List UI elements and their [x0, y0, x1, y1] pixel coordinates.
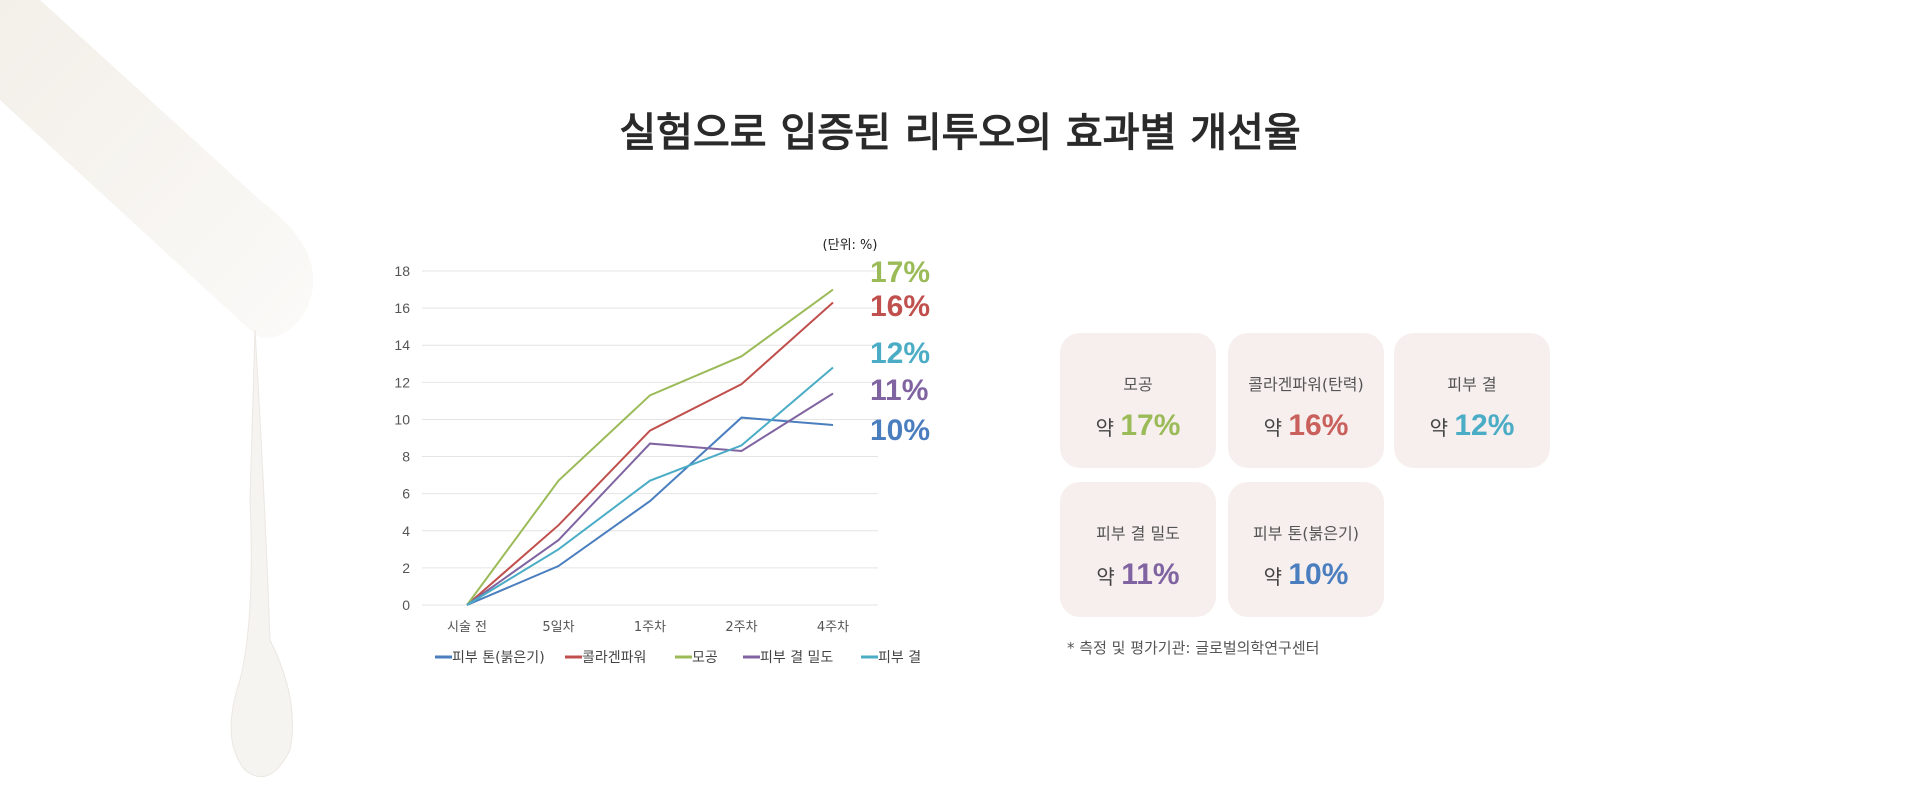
- stat-card-value-line: 약 17%: [1060, 409, 1216, 443]
- stat-card-value: 12%: [1454, 409, 1515, 442]
- x-tick-label: 5일차: [542, 620, 574, 635]
- stat-card-prefix: 약: [1095, 416, 1114, 440]
- legend-label: 피부 결: [878, 650, 921, 666]
- stat-card-label: 피부 결: [1447, 375, 1497, 394]
- unit-label: (단위: %): [823, 238, 878, 253]
- stat-card-label: 피부 톤(붉은기): [1253, 524, 1359, 543]
- end-value-label: 10%: [870, 414, 930, 447]
- stat-card-label: 피부 결 밀도: [1096, 524, 1180, 543]
- x-tick-label: 4주차: [817, 620, 849, 635]
- stat-card-prefix: 약: [1263, 565, 1282, 589]
- stat-card-value: 16%: [1288, 409, 1349, 442]
- stat-card-value: 11%: [1121, 558, 1180, 591]
- end-value-label: 11%: [870, 374, 928, 407]
- stat-card: 피부 톤(붉은기) 약 10%: [1228, 482, 1384, 617]
- series-line: [466, 366, 834, 606]
- legend-label: 모공: [692, 650, 718, 666]
- legend-label: 피부 톤(붉은기): [452, 650, 545, 666]
- stat-card: 콜라겐파워(탄력) 약 16%: [1228, 333, 1384, 468]
- serum-dropper-image: [0, 0, 314, 778]
- page-title: 실험으로 입증된 리투오의 효과별 개선율: [619, 109, 1301, 156]
- end-value-label: 12%: [870, 337, 930, 370]
- stat-card-value: 17%: [1120, 409, 1181, 442]
- x-tick-label: 2주차: [725, 620, 757, 635]
- legend-label: 콜라겐파워: [582, 650, 646, 666]
- y-tick-label: 4: [402, 523, 410, 539]
- series-line: [466, 392, 834, 606]
- end-value-label: 16%: [870, 290, 930, 323]
- stat-card-value: 10%: [1288, 558, 1349, 591]
- x-tick-label: 시술 전: [447, 620, 487, 635]
- legend-label: 피부 결 밀도: [760, 650, 833, 666]
- y-tick-label: 2: [402, 560, 410, 576]
- x-tick-label: 1주차: [634, 620, 666, 635]
- y-tick-label: 10: [394, 411, 410, 427]
- stat-card-prefix: 약: [1263, 416, 1282, 440]
- improvement-line-chart: 0 2 4 6 8 10 12 14 16 18 시술 전 5일차 1주차 2주차 4주차 (단위: %) 10…: [394, 238, 930, 666]
- footnote: * 측정 및 평가기관: 글로벌의학연구센터: [1067, 639, 1320, 657]
- stat-card-value-line: 약 12%: [1394, 409, 1550, 443]
- stat-card-prefix: 약: [1096, 565, 1115, 589]
- stat-card-value-line: 약 10%: [1228, 558, 1384, 592]
- stat-card-label: 모공: [1123, 375, 1153, 394]
- y-tick-label: 0: [402, 597, 410, 613]
- stat-card-value-line: 약 16%: [1228, 409, 1384, 443]
- y-tick-label: 6: [402, 486, 410, 502]
- y-tick-label: 8: [402, 449, 410, 465]
- series-line: [466, 301, 834, 606]
- y-tick-label: 16: [394, 300, 410, 316]
- y-tick-label: 14: [394, 337, 410, 353]
- y-tick-label: 18: [394, 263, 410, 279]
- y-tick-label: 12: [394, 374, 410, 390]
- series-line: [466, 288, 834, 606]
- stat-card-value-line: 약 11%: [1060, 558, 1216, 592]
- end-value-label: 17%: [870, 256, 930, 289]
- stat-card-label: 콜라겐파워(탄력): [1248, 375, 1364, 394]
- stat-card-prefix: 약: [1429, 416, 1448, 440]
- series-line: [466, 416, 834, 606]
